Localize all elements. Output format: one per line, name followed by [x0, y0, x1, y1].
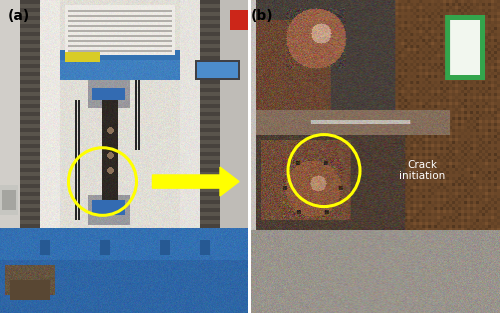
FancyArrow shape: [152, 167, 239, 196]
Text: (b): (b): [251, 9, 274, 23]
Text: (a): (a): [8, 9, 30, 23]
Text: Crack
initiation: Crack initiation: [400, 160, 446, 182]
